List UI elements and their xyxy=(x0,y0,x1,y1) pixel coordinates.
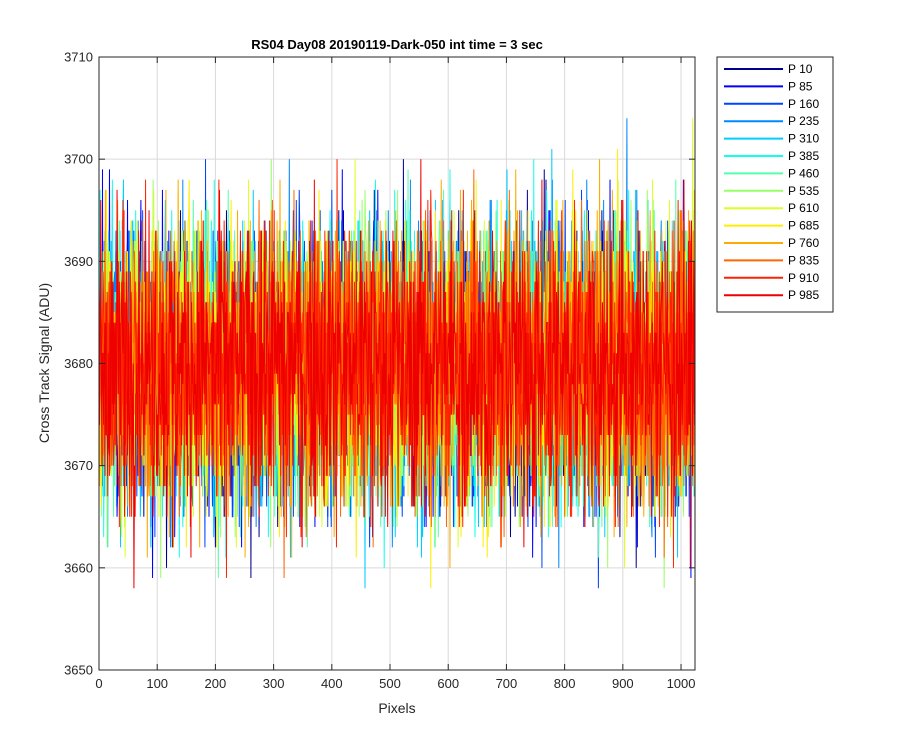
legend-label: P 235 xyxy=(788,114,819,128)
series-layer xyxy=(98,118,695,589)
x-tick-label: 500 xyxy=(379,676,401,691)
x-tick-label: 900 xyxy=(612,676,634,691)
y-tick-label: 3680 xyxy=(64,356,93,371)
x-tick-label: 700 xyxy=(496,676,518,691)
axis-ticks: 0 100 200 300 400 500 600 700 800 900 1000 3650 3660… xyxy=(64,50,695,692)
legend-label: P 760 xyxy=(788,236,819,250)
legend-label: P 685 xyxy=(788,219,819,233)
y-tick-label: 3700 xyxy=(64,152,93,167)
x-tick-label: 300 xyxy=(263,676,285,691)
x-tick-label: 400 xyxy=(321,676,343,691)
x-tick-label: 800 xyxy=(554,676,576,691)
x-tick-label: 200 xyxy=(205,676,227,691)
x-tick-label: 0 xyxy=(95,676,102,691)
legend-label: P 310 xyxy=(788,132,819,146)
y-tick-label: 3690 xyxy=(64,254,93,269)
y-tick-label: 3710 xyxy=(64,50,93,65)
legend-label: P 535 xyxy=(788,184,819,198)
x-axis-label: Pixels xyxy=(378,700,415,716)
x-tick-label: 1000 xyxy=(667,676,696,691)
legend-label: P 910 xyxy=(788,271,819,285)
y-tick-label: 3670 xyxy=(64,458,93,473)
x-tick-label: 100 xyxy=(146,676,168,691)
legend-label: P 460 xyxy=(788,166,819,180)
y-axis-label: Cross Track Signal (ADU) xyxy=(36,283,52,443)
legend-label: P 160 xyxy=(788,97,819,111)
legend-label: P 85 xyxy=(788,79,813,93)
chart-title: RS04 Day08 20190119-Dark-050 int time = … xyxy=(251,37,543,52)
legend-label: P 10 xyxy=(788,62,813,76)
legend: P 10 P 85 P 160 P 235 P 310 P 385 P 460 P 535 P … xyxy=(716,56,834,313)
legend-label: P 985 xyxy=(788,288,819,302)
legend-box xyxy=(716,56,834,313)
y-tick-label: 3650 xyxy=(64,663,93,678)
x-tick-label: 600 xyxy=(437,676,459,691)
legend-label: P 385 xyxy=(788,149,819,163)
series-line-p-985 xyxy=(98,159,695,589)
y-tick-label: 3660 xyxy=(64,560,93,575)
legend-label: P 835 xyxy=(788,253,819,267)
legend-label: P 610 xyxy=(788,201,819,215)
